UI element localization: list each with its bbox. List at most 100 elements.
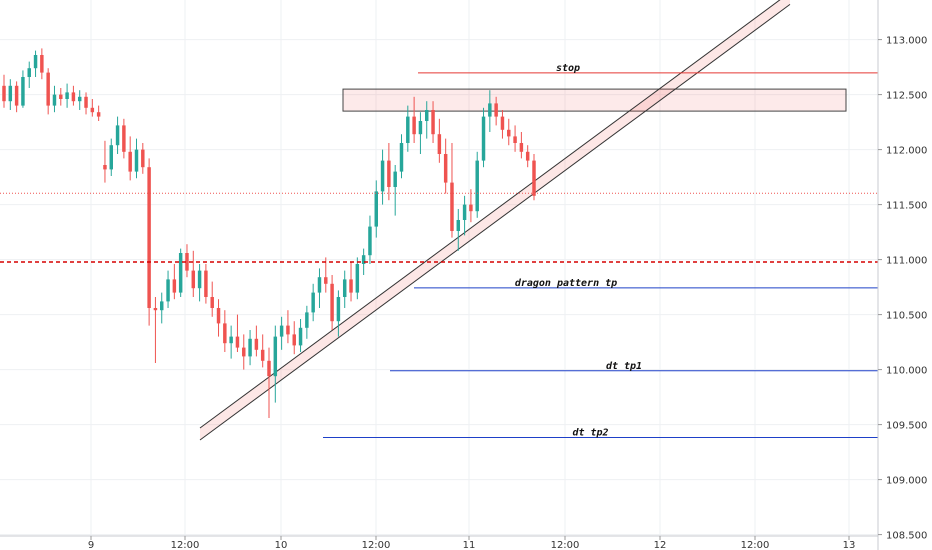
price-level-label: dt tp2 — [572, 427, 608, 438]
candle-body — [267, 360, 271, 377]
price-level-label: stop — [556, 63, 580, 74]
candle-body — [336, 297, 341, 322]
y-tick-label: 108.500 — [886, 531, 927, 542]
candle-body — [96, 112, 101, 117]
candle-body — [406, 116, 410, 143]
x-tick-label: 11 — [463, 540, 476, 550]
candle-body — [387, 160, 391, 187]
y-tick-label: 112.500 — [886, 91, 927, 102]
candle-body — [418, 121, 423, 135]
candle-body — [109, 145, 113, 170]
candle-body — [160, 301, 164, 311]
candle-body — [103, 165, 107, 170]
candle-body — [399, 143, 404, 172]
candle-body — [456, 220, 461, 231]
candle-body — [59, 94, 63, 99]
candle-body — [450, 182, 454, 231]
candle-body — [519, 143, 524, 152]
candle-body — [216, 308, 221, 324]
candle-body — [210, 297, 214, 308]
candle-body — [197, 270, 202, 289]
candles-layer — [2, 48, 536, 418]
candle-body — [361, 255, 366, 264]
candle-body — [368, 226, 372, 256]
candle-body — [52, 94, 57, 106]
x-tick-label: 12:00 — [362, 540, 391, 550]
candle-body — [443, 154, 448, 183]
candle-body — [254, 338, 259, 350]
candle-body — [40, 55, 44, 73]
candle-body — [134, 149, 139, 172]
grid — [0, 0, 878, 536]
trend-channel-upper — [199, 0, 781, 429]
candle-body — [33, 55, 38, 69]
candle-body — [317, 277, 322, 293]
candle-body — [71, 92, 76, 102]
candle-body — [393, 171, 397, 187]
y-tick-label: 113.000 — [886, 36, 927, 47]
price-level-label: dt tp1 — [606, 361, 642, 372]
candle-body — [412, 116, 416, 135]
candle-body — [8, 85, 13, 102]
candle-body — [204, 270, 208, 297]
candle-body — [324, 277, 328, 284]
candle-body — [462, 204, 467, 220]
candle-body — [500, 116, 505, 130]
candle-body — [532, 160, 536, 196]
candle-body — [248, 338, 252, 357]
candle-body — [147, 167, 151, 308]
candle-body — [292, 334, 296, 346]
candle-body — [513, 136, 517, 143]
candle-body — [191, 270, 196, 289]
trend-channel-lower — [199, 3, 791, 441]
candle-body — [141, 149, 145, 168]
candle-body — [311, 292, 315, 313]
candle-body — [298, 327, 303, 346]
candle-body — [166, 279, 170, 302]
candle-body — [374, 191, 378, 227]
candle-body — [185, 253, 189, 271]
x-tick-label: 10 — [275, 540, 288, 550]
y-tick-label: 112.000 — [886, 146, 927, 157]
y-tick-label: 110.500 — [886, 311, 927, 322]
candle-body — [525, 151, 530, 161]
resistance-zone — [342, 88, 847, 112]
x-tick-label: 9 — [88, 540, 94, 550]
y-tick-label: 110.000 — [886, 366, 927, 377]
candle-body — [507, 129, 511, 137]
y-tick-label: 109.500 — [886, 421, 927, 432]
candle-body — [122, 125, 126, 152]
candle-body — [286, 325, 290, 335]
candle-body — [279, 325, 284, 337]
resistance-zone-layer — [342, 88, 847, 112]
candle-body — [305, 312, 309, 328]
candle-body — [27, 68, 31, 77]
candle-body — [21, 77, 25, 106]
candle-body — [260, 349, 265, 361]
candle-body — [475, 160, 479, 212]
y-tick-label: 111.000 — [886, 256, 927, 267]
candle-body — [330, 283, 334, 322]
candle-body — [469, 204, 473, 212]
candle-body — [437, 134, 442, 154]
candle-body — [273, 336, 278, 377]
candle-body — [84, 96, 88, 108]
candle-body — [488, 103, 492, 117]
price-level-label: dragon pattern tp — [515, 278, 617, 289]
candle-body — [65, 92, 69, 99]
candle-body — [223, 323, 227, 344]
candle-body — [178, 253, 183, 293]
candle-body — [90, 107, 95, 113]
candle-body — [481, 116, 486, 161]
candle-body — [115, 125, 120, 146]
trend-channel-fill — [200, 0, 790, 440]
x-tick-label: 12:00 — [171, 540, 200, 550]
candle-body — [46, 72, 50, 106]
candle-body — [349, 279, 353, 293]
x-tick-label: 12 — [654, 540, 667, 550]
candle-body — [2, 85, 6, 102]
y-axis-panel — [878, 0, 932, 550]
candle-body — [229, 336, 233, 344]
